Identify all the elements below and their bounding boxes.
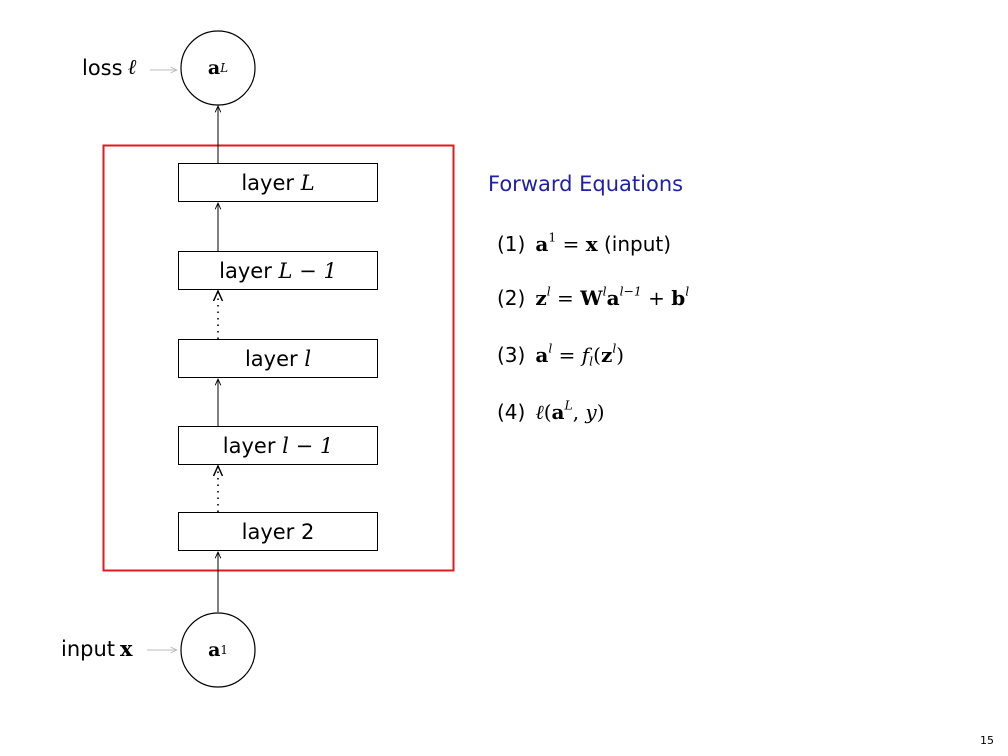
layer-L: layer L	[241, 171, 315, 195]
output-node	[180, 30, 256, 106]
layer-l-minus-1-box	[178, 426, 378, 465]
input-node	[180, 612, 256, 688]
layer-L-box	[178, 163, 378, 202]
layer-l-box	[178, 339, 378, 378]
layer-l: layer l	[244, 347, 312, 371]
loss-symbol: ℓ	[127, 55, 137, 79]
layer-l-minus-1: layer l − 1	[222, 434, 334, 458]
network-frame	[102, 144, 455, 572]
layer-L-minus-1-box	[178, 251, 378, 290]
equation-1: (1) a1 = x (input)	[497, 229, 672, 256]
layer-2: layer 2	[241, 520, 315, 544]
equation-4: (4) ℓ(aL, y)	[497, 397, 605, 424]
forward-equations-heading: Forward Equations	[488, 172, 684, 196]
input-symbol: x	[120, 636, 133, 661]
loss-label: loss ℓ	[82, 55, 137, 80]
layer-2-box	[178, 512, 378, 551]
equation-2: (2) zl = Wlal−1 + bl	[497, 283, 690, 310]
page-number: 15	[980, 734, 994, 747]
equation-3: (3) al = fl(zl)	[497, 340, 625, 369]
input-label: input x	[61, 636, 133, 661]
layer-L-minus-1: layer L − 1	[219, 259, 337, 283]
